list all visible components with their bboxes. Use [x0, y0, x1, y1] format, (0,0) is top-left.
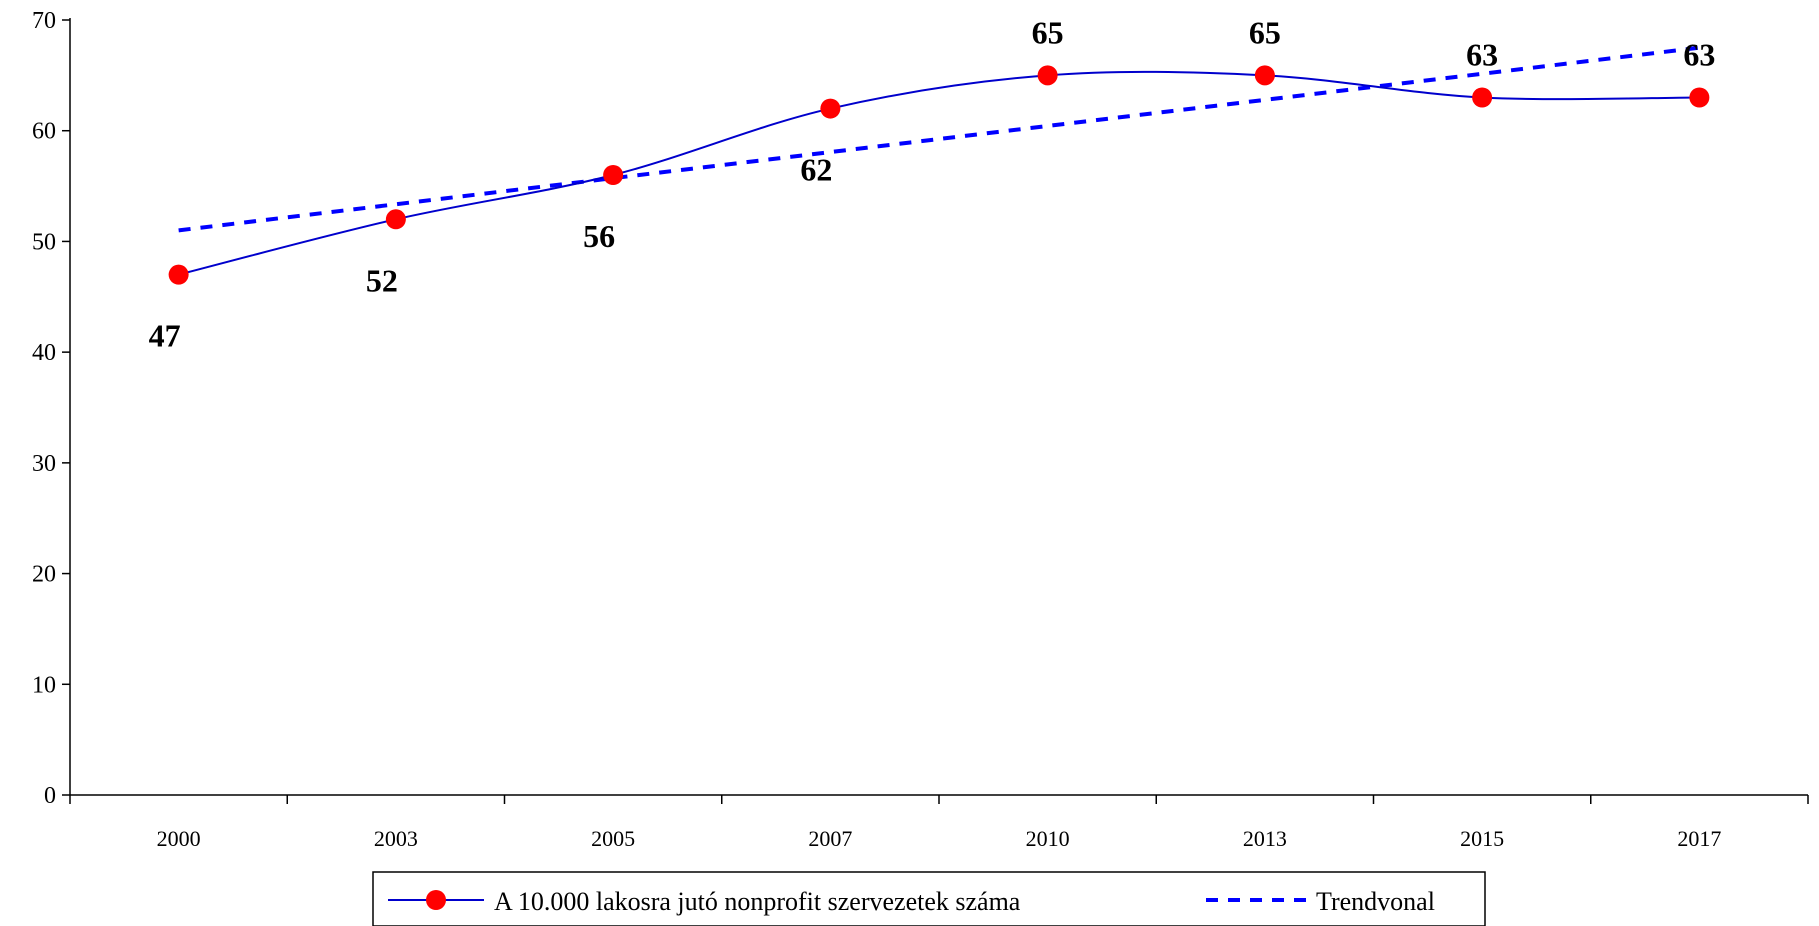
y-tick-label: 10: [32, 672, 56, 698]
legend-series-label: A 10.000 lakosra jutó nonprofit szerveze…: [494, 887, 1021, 916]
y-tick-label: 60: [32, 119, 56, 145]
data-point: [385, 209, 406, 230]
data-label: 65: [1249, 14, 1281, 50]
x-tick-label: 2005: [591, 826, 635, 851]
data-label: 56: [583, 218, 615, 254]
data-point: [1689, 87, 1710, 108]
x-tick-label: 2015: [1460, 826, 1504, 851]
data-label: 62: [800, 152, 832, 188]
data-label: 63: [1466, 37, 1498, 73]
data-point: [1472, 87, 1493, 108]
y-tick-label: 30: [32, 451, 56, 477]
y-tick-label: 70: [32, 8, 56, 34]
legend-series-marker: [426, 890, 446, 910]
data-point: [168, 264, 189, 285]
data-labels: 47 52 56 62 65 65 63 63: [149, 14, 1716, 353]
y-tick-label: 0: [44, 783, 56, 809]
x-tick-label: 2003: [374, 826, 418, 851]
legend: A 10.000 lakosra jutó nonprofit szerveze…: [372, 871, 1486, 926]
data-label: 52: [366, 262, 398, 298]
data-label: 47: [149, 318, 181, 354]
data-label: 63: [1683, 37, 1715, 73]
x-axis: 2000 2003 2005 2007 2010 2013 2015 2017: [69, 794, 1809, 851]
x-tick-label: 2000: [157, 826, 201, 851]
x-tick-label: 2010: [1026, 826, 1070, 851]
trendline: [178, 45, 1700, 233]
x-tick-label: 2007: [808, 826, 852, 851]
legend-trend-label: Trendvonal: [1316, 887, 1435, 916]
trendline-series: [178, 45, 1700, 233]
data-series: [168, 65, 1710, 285]
data-point: [820, 98, 841, 119]
y-tick-label: 50: [32, 229, 56, 255]
y-tick-label: 40: [32, 340, 56, 366]
data-point: [1254, 65, 1275, 86]
x-tick-label: 2017: [1677, 826, 1721, 851]
x-tick-label: 2013: [1243, 826, 1287, 851]
data-point: [603, 165, 624, 185]
y-axis: 0 10 20 30 40 50 60 70: [32, 8, 71, 809]
series-line: [178, 70, 1700, 276]
data-label: 65: [1032, 14, 1064, 50]
data-point: [1037, 65, 1058, 86]
y-tick-label: 20: [32, 562, 56, 588]
